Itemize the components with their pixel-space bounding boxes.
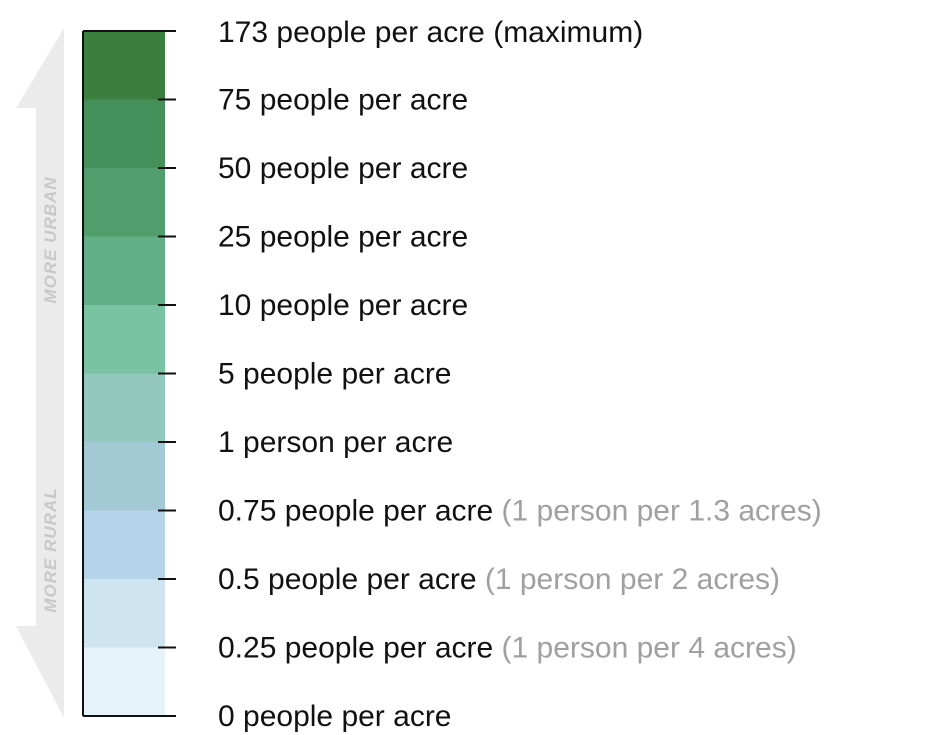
label-text: 10 people per acre — [218, 289, 468, 322]
more-rural-label: MORE RURAL — [41, 487, 60, 612]
swatch — [83, 31, 165, 100]
swatch — [83, 99, 165, 169]
label-text: 5 people per acre — [218, 357, 452, 390]
swatch — [83, 168, 165, 237]
label-text: 0.75 people per acre — [218, 494, 493, 527]
label-text: 1 person per acre — [218, 426, 453, 459]
legend-label: 50 people per acre — [218, 152, 468, 185]
more-urban-label: MORE URBAN — [41, 176, 60, 303]
legend-label: 0.5 people per acre (1 person per 2 acre… — [218, 563, 780, 596]
legend-label: 173 people per acre (maximum) — [218, 16, 643, 49]
legend-label: 25 people per acre — [218, 220, 468, 253]
label-text: 0 people per acre — [218, 700, 452, 733]
legend-label: 0.75 people per acre (1 person per 1.3 a… — [218, 494, 822, 527]
swatch — [83, 305, 165, 374]
label-text: 25 people per acre — [218, 220, 468, 253]
swatch — [83, 510, 165, 580]
legend-label: 75 people per acre — [218, 83, 468, 116]
label-text: 0.25 people per acre — [218, 631, 493, 664]
direction-arrow — [16, 28, 64, 718]
legend-label: 0 people per acre — [218, 700, 452, 733]
legend-label: 5 people per acre — [218, 357, 452, 390]
legend-label: 0.25 people per acre (1 person per 4 acr… — [218, 631, 797, 664]
swatch — [83, 236, 165, 306]
swatch — [83, 647, 165, 717]
label-note: (1 person per 2 acres) — [485, 563, 780, 596]
label-text: 75 people per acre — [218, 83, 468, 116]
swatch — [83, 579, 165, 648]
swatch — [83, 442, 165, 511]
label-text: 0.5 people per acre — [218, 563, 477, 596]
legend-label: 1 person per acre — [218, 426, 453, 459]
label-note: (1 person per 4 acres) — [502, 631, 797, 664]
label-text: 50 people per acre — [218, 152, 468, 185]
legend-label: 10 people per acre — [218, 289, 468, 322]
swatch — [83, 373, 165, 443]
label-text: 173 people per acre (maximum) — [218, 16, 643, 49]
label-note: (1 person per 1.3 acres) — [502, 494, 822, 527]
